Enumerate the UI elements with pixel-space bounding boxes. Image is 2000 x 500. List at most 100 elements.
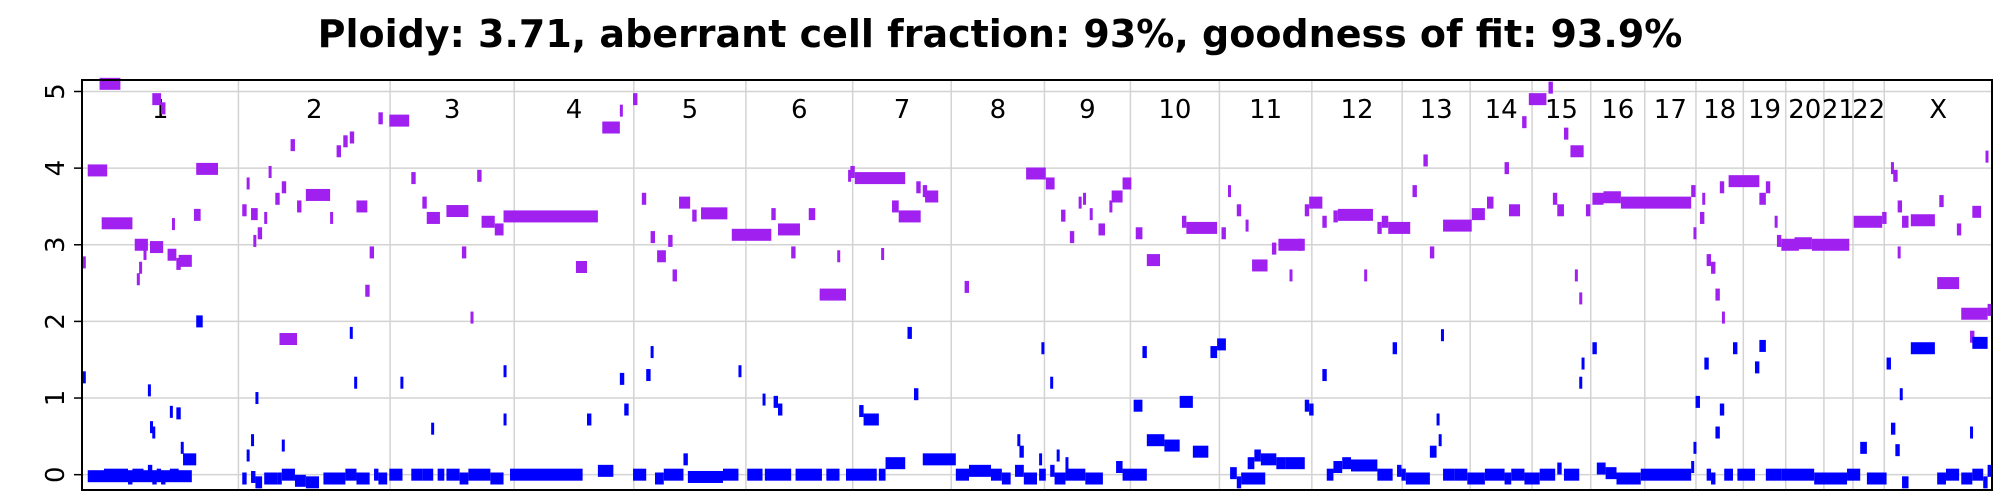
segment-mark [1454,468,1468,481]
segment-mark [624,403,629,416]
segment-mark [1109,200,1113,213]
segment-mark [1910,342,1935,355]
segment-mark [1098,223,1105,236]
segment-mark [1970,330,1975,343]
segment-mark [1814,472,1848,485]
segment-mark [655,472,664,485]
segment-mark [411,468,423,481]
segment-mark [1781,468,1795,481]
segment-mark [683,453,688,466]
segment-mark [1987,464,1992,477]
segment-mark [336,145,341,158]
segment-mark [1972,468,1984,481]
segment-mark [356,472,370,485]
segment-mark [1050,376,1054,389]
segment-mark [1440,329,1444,342]
segment-mark [1089,208,1093,221]
segment-mark [1438,434,1442,447]
segment-mark [1759,192,1766,205]
segment-mark [892,200,899,213]
segment-mark [281,468,295,481]
segment-mark [925,190,939,203]
segment-mark [1228,185,1231,198]
segment-mark [369,246,375,259]
segment-mark [1443,219,1472,232]
segment-mark [1381,215,1389,228]
segment-mark [305,476,320,489]
segment-mark [1289,269,1293,282]
segment-mark [82,371,86,384]
segment-mark [279,333,298,346]
segment-mark [1054,472,1066,485]
segment-mark [1902,215,1909,228]
segment-mark [349,131,355,144]
segment-mark [1691,461,1695,474]
segment-mark [837,250,841,263]
segment-mark [1945,468,1960,481]
segment-mark [778,403,783,416]
segment-mark [1078,196,1082,209]
segment-mark [1811,238,1850,251]
segment-mark [778,223,800,236]
segment-mark [1285,457,1305,470]
segment-mark [1897,246,1901,259]
segment-mark [378,112,383,125]
y-tick-label: 2 [41,313,71,330]
segment-mark [82,256,86,269]
segment-mark [1579,292,1583,305]
segment-mark [791,246,796,259]
segment-mark [1230,467,1237,480]
segment-mark [1737,468,1755,481]
segment-mark [275,192,280,205]
segment-mark [1706,468,1712,481]
segment-mark [1217,338,1226,351]
segment-mark [1019,445,1024,458]
segment-mark [1186,221,1218,234]
segment-mark [147,384,151,397]
segment-mark [1620,196,1692,209]
chromosome-label: 13 [1420,95,1453,125]
segment-mark [1776,234,1782,247]
segment-mark [1039,468,1046,481]
segment-mark [1897,200,1903,213]
segment-mark [1377,468,1393,481]
segment-mark [1397,464,1402,477]
segment-mark [180,441,184,454]
segment-mark [251,208,258,221]
segment-mark [356,200,368,213]
chromosome-label: 14 [1485,95,1518,125]
segment-mark [1691,185,1696,198]
segment-mark [426,211,440,224]
segment-mark [1015,464,1024,477]
segment-mark [1939,195,1944,208]
y-tick-label: 4 [41,160,71,177]
segment-mark [242,472,247,485]
segment-mark [1122,468,1147,481]
segment-mark [1983,476,1988,489]
segment-mark [1467,472,1485,485]
y-tick-label: 0 [41,466,71,483]
segment-mark [1890,422,1896,435]
segment-mark [1522,116,1527,129]
chromosome-label: 11 [1249,95,1282,125]
segment-mark [1937,472,1946,485]
chromosome-label: 3 [444,95,461,125]
segment-mark [400,376,404,389]
segment-mark [161,472,166,485]
segment-mark [1765,468,1782,481]
chromosome-label: 12 [1340,95,1373,125]
segment-mark [139,261,143,274]
y-tick-label: 5 [41,83,71,100]
segment-mark [345,468,357,481]
segment-mark [1719,181,1725,194]
segment-mark [510,468,583,481]
segment-mark [773,395,779,408]
segment-mark [431,422,435,435]
segment-mark [1041,342,1045,355]
segment-mark [305,188,331,201]
segment-mark [922,185,928,198]
segment-mark [1706,254,1712,267]
segment-mark [389,114,410,127]
